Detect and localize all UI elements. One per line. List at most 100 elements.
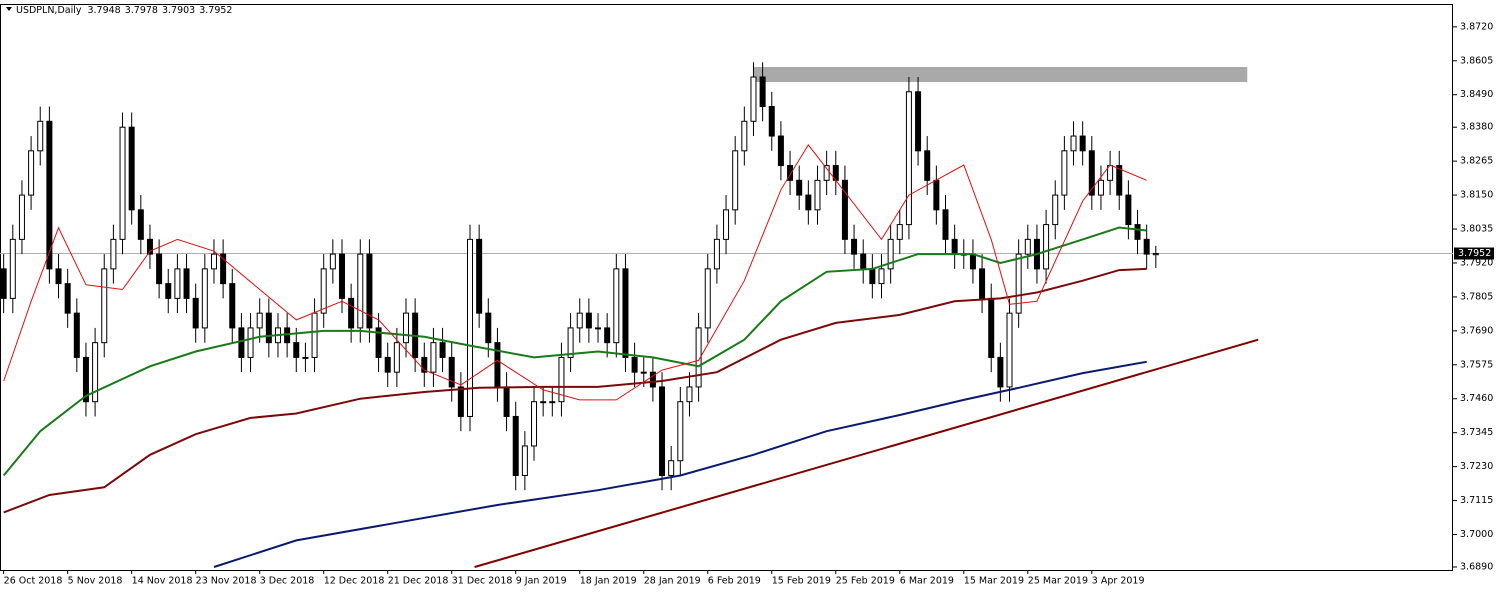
candle-body (174, 268, 181, 299)
candle-body (1116, 165, 1123, 196)
candle-body (631, 356, 638, 373)
y-tick-label: 3.8605 (1460, 55, 1493, 66)
close-value: 3.7952 (199, 5, 232, 16)
candle-body (1061, 150, 1068, 196)
candle-body (1043, 224, 1050, 270)
candle-body (841, 179, 848, 240)
candle-body (302, 356, 309, 359)
candle-body (942, 209, 949, 240)
x-tick-label: 31 Dec 2018 (452, 576, 513, 587)
candle-body (101, 268, 108, 344)
y-tick-label: 3.7805 (1460, 291, 1493, 302)
candle-body (503, 386, 510, 417)
candle-body (18, 194, 25, 240)
y-tick-label: 3.7575 (1460, 359, 1493, 370)
candle-body (338, 253, 345, 299)
candle-body (723, 209, 730, 240)
candle-body (915, 91, 922, 152)
candle-body (448, 356, 455, 388)
x-tick-label: 25 Mar 2019 (1028, 576, 1088, 587)
candle-body (549, 401, 556, 404)
candle-body (878, 268, 885, 285)
candle-body (979, 268, 986, 299)
candle-body (951, 238, 958, 255)
candle-body (851, 238, 858, 255)
chart-header: USDPLN,Daily 3.7948 3.7978 3.7903 3.7952 (16, 5, 232, 16)
candle-body (467, 238, 474, 417)
candle-body (73, 312, 80, 358)
candle-body (604, 327, 611, 344)
candle-body (558, 356, 565, 403)
candle-body (1079, 135, 1086, 152)
y-tick-label: 3.8380 (1460, 122, 1493, 133)
candle-body (640, 371, 647, 374)
candle-body (567, 327, 574, 358)
candle-body (402, 312, 409, 344)
y-tick-label: 3.7115 (1460, 495, 1493, 506)
x-tick-label: 21 Dec 2018 (388, 576, 449, 587)
candle-body (348, 297, 355, 329)
candle-body (1024, 238, 1031, 255)
candle-body (256, 312, 263, 329)
candle-body (128, 126, 135, 211)
candle-body (759, 76, 766, 108)
candle-body (741, 120, 748, 152)
price-label-box (1454, 247, 1494, 260)
x-tick-label: 12 Dec 2018 (324, 576, 385, 587)
candle-body (649, 371, 656, 388)
x-tick-label: 18 Jan 2019 (580, 576, 637, 587)
candle-body (165, 283, 172, 299)
candle-body (37, 120, 44, 152)
y-tick-label: 3.8150 (1460, 190, 1493, 201)
candle-body (595, 327, 602, 330)
candle-body (668, 460, 675, 476)
candle-body (0, 268, 7, 299)
candle-body (750, 76, 757, 122)
y-tick-label: 3.7920 (1460, 257, 1493, 268)
candle-body (860, 253, 867, 270)
x-tick-label: 3 Apr 2019 (1092, 576, 1145, 587)
y-tick-label: 3.8265 (1460, 156, 1493, 167)
candle-body (1088, 150, 1095, 196)
candle-body (1134, 224, 1141, 240)
price-label: 3.7952 (1458, 248, 1491, 259)
candle-body (82, 356, 89, 403)
candle-body (869, 268, 876, 285)
candle-body (366, 253, 373, 329)
low-value: 3.7903 (162, 5, 195, 16)
candle-body (512, 415, 519, 476)
candle-body (924, 150, 931, 181)
indicator-line (3, 144, 1147, 401)
candle-body (494, 342, 501, 388)
candle-body (768, 106, 775, 137)
candle-body (92, 342, 99, 403)
candle-body (220, 253, 227, 285)
candle-body (146, 238, 153, 255)
x-tick-label: 15 Feb 2019 (772, 576, 831, 587)
x-tick-label: 6 Feb 2019 (708, 576, 761, 587)
candle-body (686, 386, 693, 403)
candle-body (585, 312, 592, 329)
candle-body (183, 268, 190, 299)
candle-body (521, 445, 528, 476)
plot-area (0, 4, 1453, 571)
x-tick-label: 23 Nov 2018 (196, 576, 257, 587)
candle-body (384, 356, 391, 373)
x-tick-label: 26 Oct 2018 (4, 576, 63, 587)
candle-body (311, 312, 318, 358)
candle-body (329, 253, 336, 270)
candle-body (357, 253, 364, 329)
candle-body (229, 283, 236, 329)
y-tick-label: 3.7230 (1460, 461, 1493, 472)
candle-body (1152, 253, 1159, 256)
candle-body (46, 120, 53, 270)
candle-body (28, 150, 35, 196)
candle-body (1052, 194, 1059, 226)
candle-body (713, 238, 720, 270)
candle-body (576, 312, 583, 329)
candle-body (531, 401, 538, 447)
candle-body (137, 209, 144, 240)
candle-body (439, 342, 446, 358)
candle-body (375, 327, 382, 358)
candle-body (787, 165, 794, 181)
